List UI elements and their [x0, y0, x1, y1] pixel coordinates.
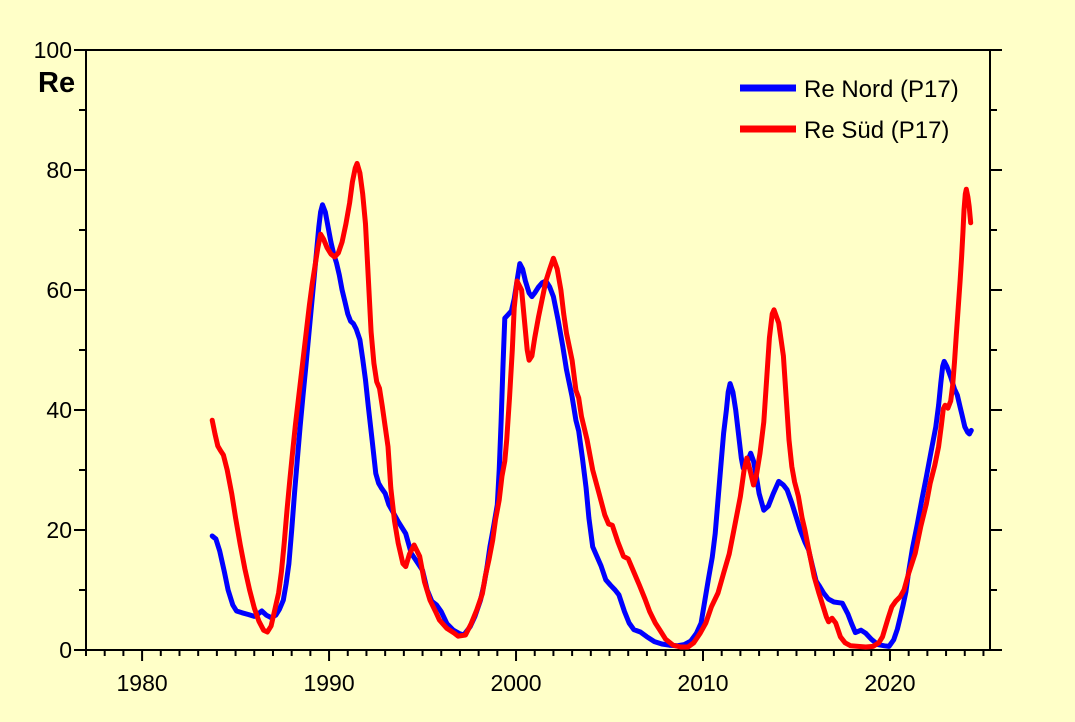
x-tick-label: 2000 [490, 670, 541, 696]
series-lines [209, 160, 974, 650]
y-tick-label: 80 [46, 157, 72, 183]
y-tick-label: 100 [34, 37, 72, 63]
legend-label-sued: Re Süd (P17) [804, 117, 949, 144]
legend-label-nord: Re Nord (P17) [804, 76, 959, 103]
axes: 1980 1990 2000 2010 2020 0 20 40 60 80 100 [34, 37, 1002, 696]
legend: Re Nord (P17) Re Süd (P17) [740, 76, 959, 144]
y-axis-title: Re [38, 67, 75, 99]
x-tick-label: 2020 [864, 670, 915, 696]
y-tick-label: 20 [46, 517, 72, 543]
series-line-sued [209, 160, 974, 650]
x-tick-label: 1980 [117, 670, 168, 696]
series-line-nord [209, 202, 974, 649]
y-tick-label: 40 [46, 397, 72, 423]
x-tick-label: 1990 [303, 670, 354, 696]
y-tick-label: 0 [59, 637, 72, 663]
y-tick-label: 60 [46, 277, 72, 303]
x-tick-label: 2010 [677, 670, 728, 696]
